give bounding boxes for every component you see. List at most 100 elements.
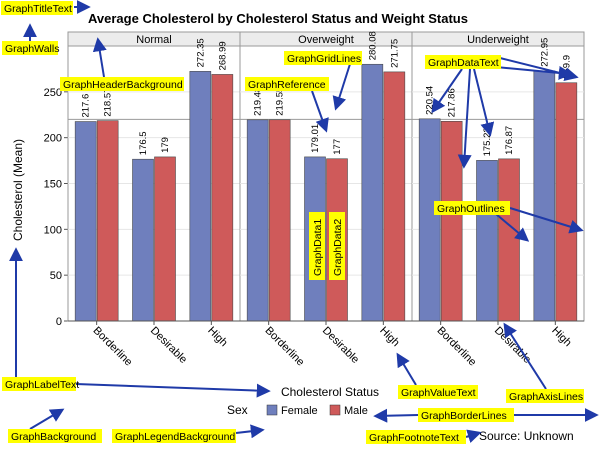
callout-label: GraphTitleText: [4, 3, 72, 15]
callout-label: GraphAxisLines: [509, 391, 583, 403]
callout-arrow: [29, 408, 65, 430]
bar-value-label: 217.6: [81, 94, 92, 118]
callout-arrow: [373, 408, 419, 423]
callout-box: [425, 55, 501, 69]
bar-value-label: 179.01: [310, 124, 321, 153]
legend-label-male: Male: [344, 405, 368, 417]
bar: [533, 70, 556, 322]
callout-label: GraphData1: [312, 219, 324, 276]
bar-value-label: 175.22: [482, 127, 493, 156]
x-tick-label: Borderline: [263, 325, 307, 369]
bar: [96, 120, 119, 322]
callout-arrow: [431, 68, 463, 114]
callout-label: GraphValueText: [401, 387, 476, 399]
legend-swatch-male: [329, 404, 341, 416]
bar: [418, 118, 441, 322]
x-tick-label: Desirable: [320, 325, 361, 366]
callout-arrow: [332, 63, 351, 111]
bar-value-label: 271.75: [389, 39, 400, 68]
callout-box: [284, 51, 362, 65]
callout-label: GraphFootnoteText: [369, 432, 459, 444]
callout-arrow: [473, 68, 495, 137]
callout-box: [329, 212, 345, 280]
y-axis-label: Cholesterol (Mean): [11, 139, 25, 241]
callout-arrow: [92, 37, 107, 78]
callout-box: [309, 212, 325, 280]
callout-box: [418, 408, 514, 422]
bar-value-label: 272.35: [195, 38, 206, 67]
x-tick-label: High: [549, 325, 573, 349]
legend: Sex Female Male: [227, 403, 368, 417]
callout-label: GraphReference: [248, 79, 326, 91]
bar: [268, 119, 291, 322]
y-tick-label: 250: [44, 87, 62, 99]
panel-wall: [411, 31, 585, 322]
callout-label: GraphLabelText: [5, 379, 79, 391]
callout-box: [398, 385, 478, 399]
bar-value-label: 177: [332, 139, 343, 155]
callout-label: GraphOutlines: [437, 203, 505, 215]
callout-box: [2, 41, 58, 55]
x-tick-label: Borderline: [435, 325, 479, 369]
y-tick-label: 200: [44, 133, 62, 145]
chart-title: Average Cholesterol by Cholesterol Statu…: [88, 11, 468, 26]
bar: [74, 121, 97, 322]
bar-value-label: 176.87: [504, 126, 515, 155]
bar-value-label: 280.08: [367, 31, 378, 60]
callout-arrow: [75, 383, 271, 398]
y-tick-label: 0: [56, 316, 62, 328]
panel-header-label: Underweight: [467, 34, 529, 46]
bar-value-label: 176.5: [138, 131, 149, 155]
callout-label: GraphBorderLines: [421, 410, 507, 422]
bar: [498, 158, 520, 322]
bar: [132, 158, 154, 322]
callout-box: [1, 1, 73, 15]
callout-label: GraphLegendBackground: [115, 431, 235, 443]
callout-box: [112, 429, 236, 443]
callout-arrow: [457, 68, 472, 169]
callout-box: [8, 429, 102, 443]
bar-value-label: 268.99: [217, 41, 228, 70]
bar-value-label: 219.48: [253, 87, 264, 116]
y-tick-label: 100: [44, 224, 62, 236]
y-tick-label: 150: [44, 179, 62, 191]
bar-value-label: 217.86: [447, 88, 458, 117]
bar: [440, 120, 463, 322]
bar: [211, 74, 234, 322]
bar: [189, 71, 212, 322]
callout-arrow: [235, 424, 265, 439]
callout-arrow: [495, 213, 530, 242]
callout-box: [2, 377, 76, 391]
x-tick-label: Desirable: [148, 325, 189, 366]
footnote: Source: Unknown: [479, 429, 574, 443]
callout-box: [245, 77, 329, 91]
callout-arrow: [503, 322, 547, 390]
x-axis-label: Cholesterol Status: [281, 385, 379, 399]
legend-label-female: Female: [281, 405, 318, 417]
x-tick-label: High: [377, 325, 401, 349]
legend-swatch-female: [266, 404, 278, 416]
legend-title: Sex: [227, 403, 248, 417]
callout-arrow: [311, 90, 329, 133]
bar: [361, 63, 384, 322]
bar-value-label: 220.54: [425, 86, 436, 115]
bar-value-label: 272.95: [539, 38, 550, 67]
callout-label: GraphWalls: [5, 43, 59, 55]
callout-arrow: [396, 352, 417, 386]
bar-value-label: 179: [160, 137, 171, 153]
plot-area: 0 50 100 150 200 250 Normal 217.6 218.57 Borderli…: [44, 31, 585, 369]
bar: [476, 160, 498, 322]
callout-label: GraphHeaderBackground: [63, 79, 183, 91]
y-tick-label: 50: [50, 270, 62, 282]
x-tick-label: Borderline: [91, 325, 135, 369]
bar: [246, 119, 269, 322]
callout-box: [434, 201, 510, 215]
x-tick-label: High: [205, 325, 229, 349]
panel-header-label: Overweight: [298, 34, 354, 46]
bar-value-label: 219.55: [275, 87, 286, 116]
callout-box: [60, 77, 184, 91]
callout-label: GraphGridLines: [287, 53, 361, 65]
panel-header-label: Normal: [136, 34, 171, 46]
